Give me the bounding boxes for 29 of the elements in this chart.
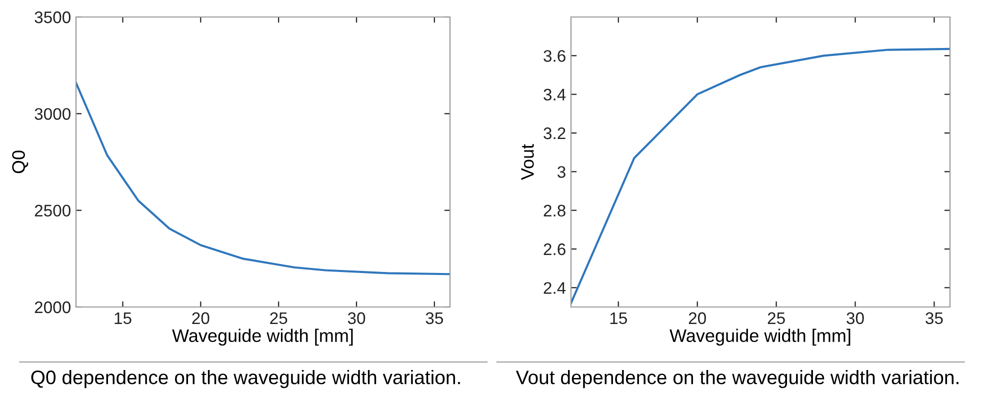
x-tick-label: 35 [926,312,943,324]
x-tick-label: 35 [426,312,443,324]
text: Vout dependence on the waveguide width variation. [516,370,958,388]
x-tick-label: 20 [192,312,210,324]
x-axis-title: Waveguide width [mm] [172,328,353,346]
x-tick-label: 30 [846,312,864,324]
y-tick-label: 3000 [34,108,70,120]
y-tick-label: 2500 [34,204,70,217]
x-tick-label: 15 [610,312,627,324]
y-tick-label: 3.2 [544,127,566,140]
x-tick-label: 25 [270,312,288,324]
y-tick-label: 3 [558,166,566,178]
y-tick-label: 2.8 [544,204,566,217]
line-series [571,48,950,304]
x-tick-label: 15 [114,312,132,324]
y-tick-label: 2.4 [544,282,566,294]
y-tick-label: 3.6 [544,50,566,62]
y-tick-label: 2.6 [544,243,566,256]
y-tick-label: 3.4 [544,88,566,101]
y-tick-label: 3500 [34,11,70,24]
line-series [76,82,450,276]
x-tick-label: 20 [688,312,706,324]
x-tick-label: 30 [348,312,366,324]
y-axis-title: Q0 [12,150,28,174]
x-tick-label: 25 [768,312,785,324]
y-tick-label: 2000 [34,301,70,314]
y-axis-title: Vout [521,144,534,180]
x-axis-title: Waveguide width [mm] [670,328,850,346]
text: Q0 dependence on the waveguide width variation. [31,370,460,388]
